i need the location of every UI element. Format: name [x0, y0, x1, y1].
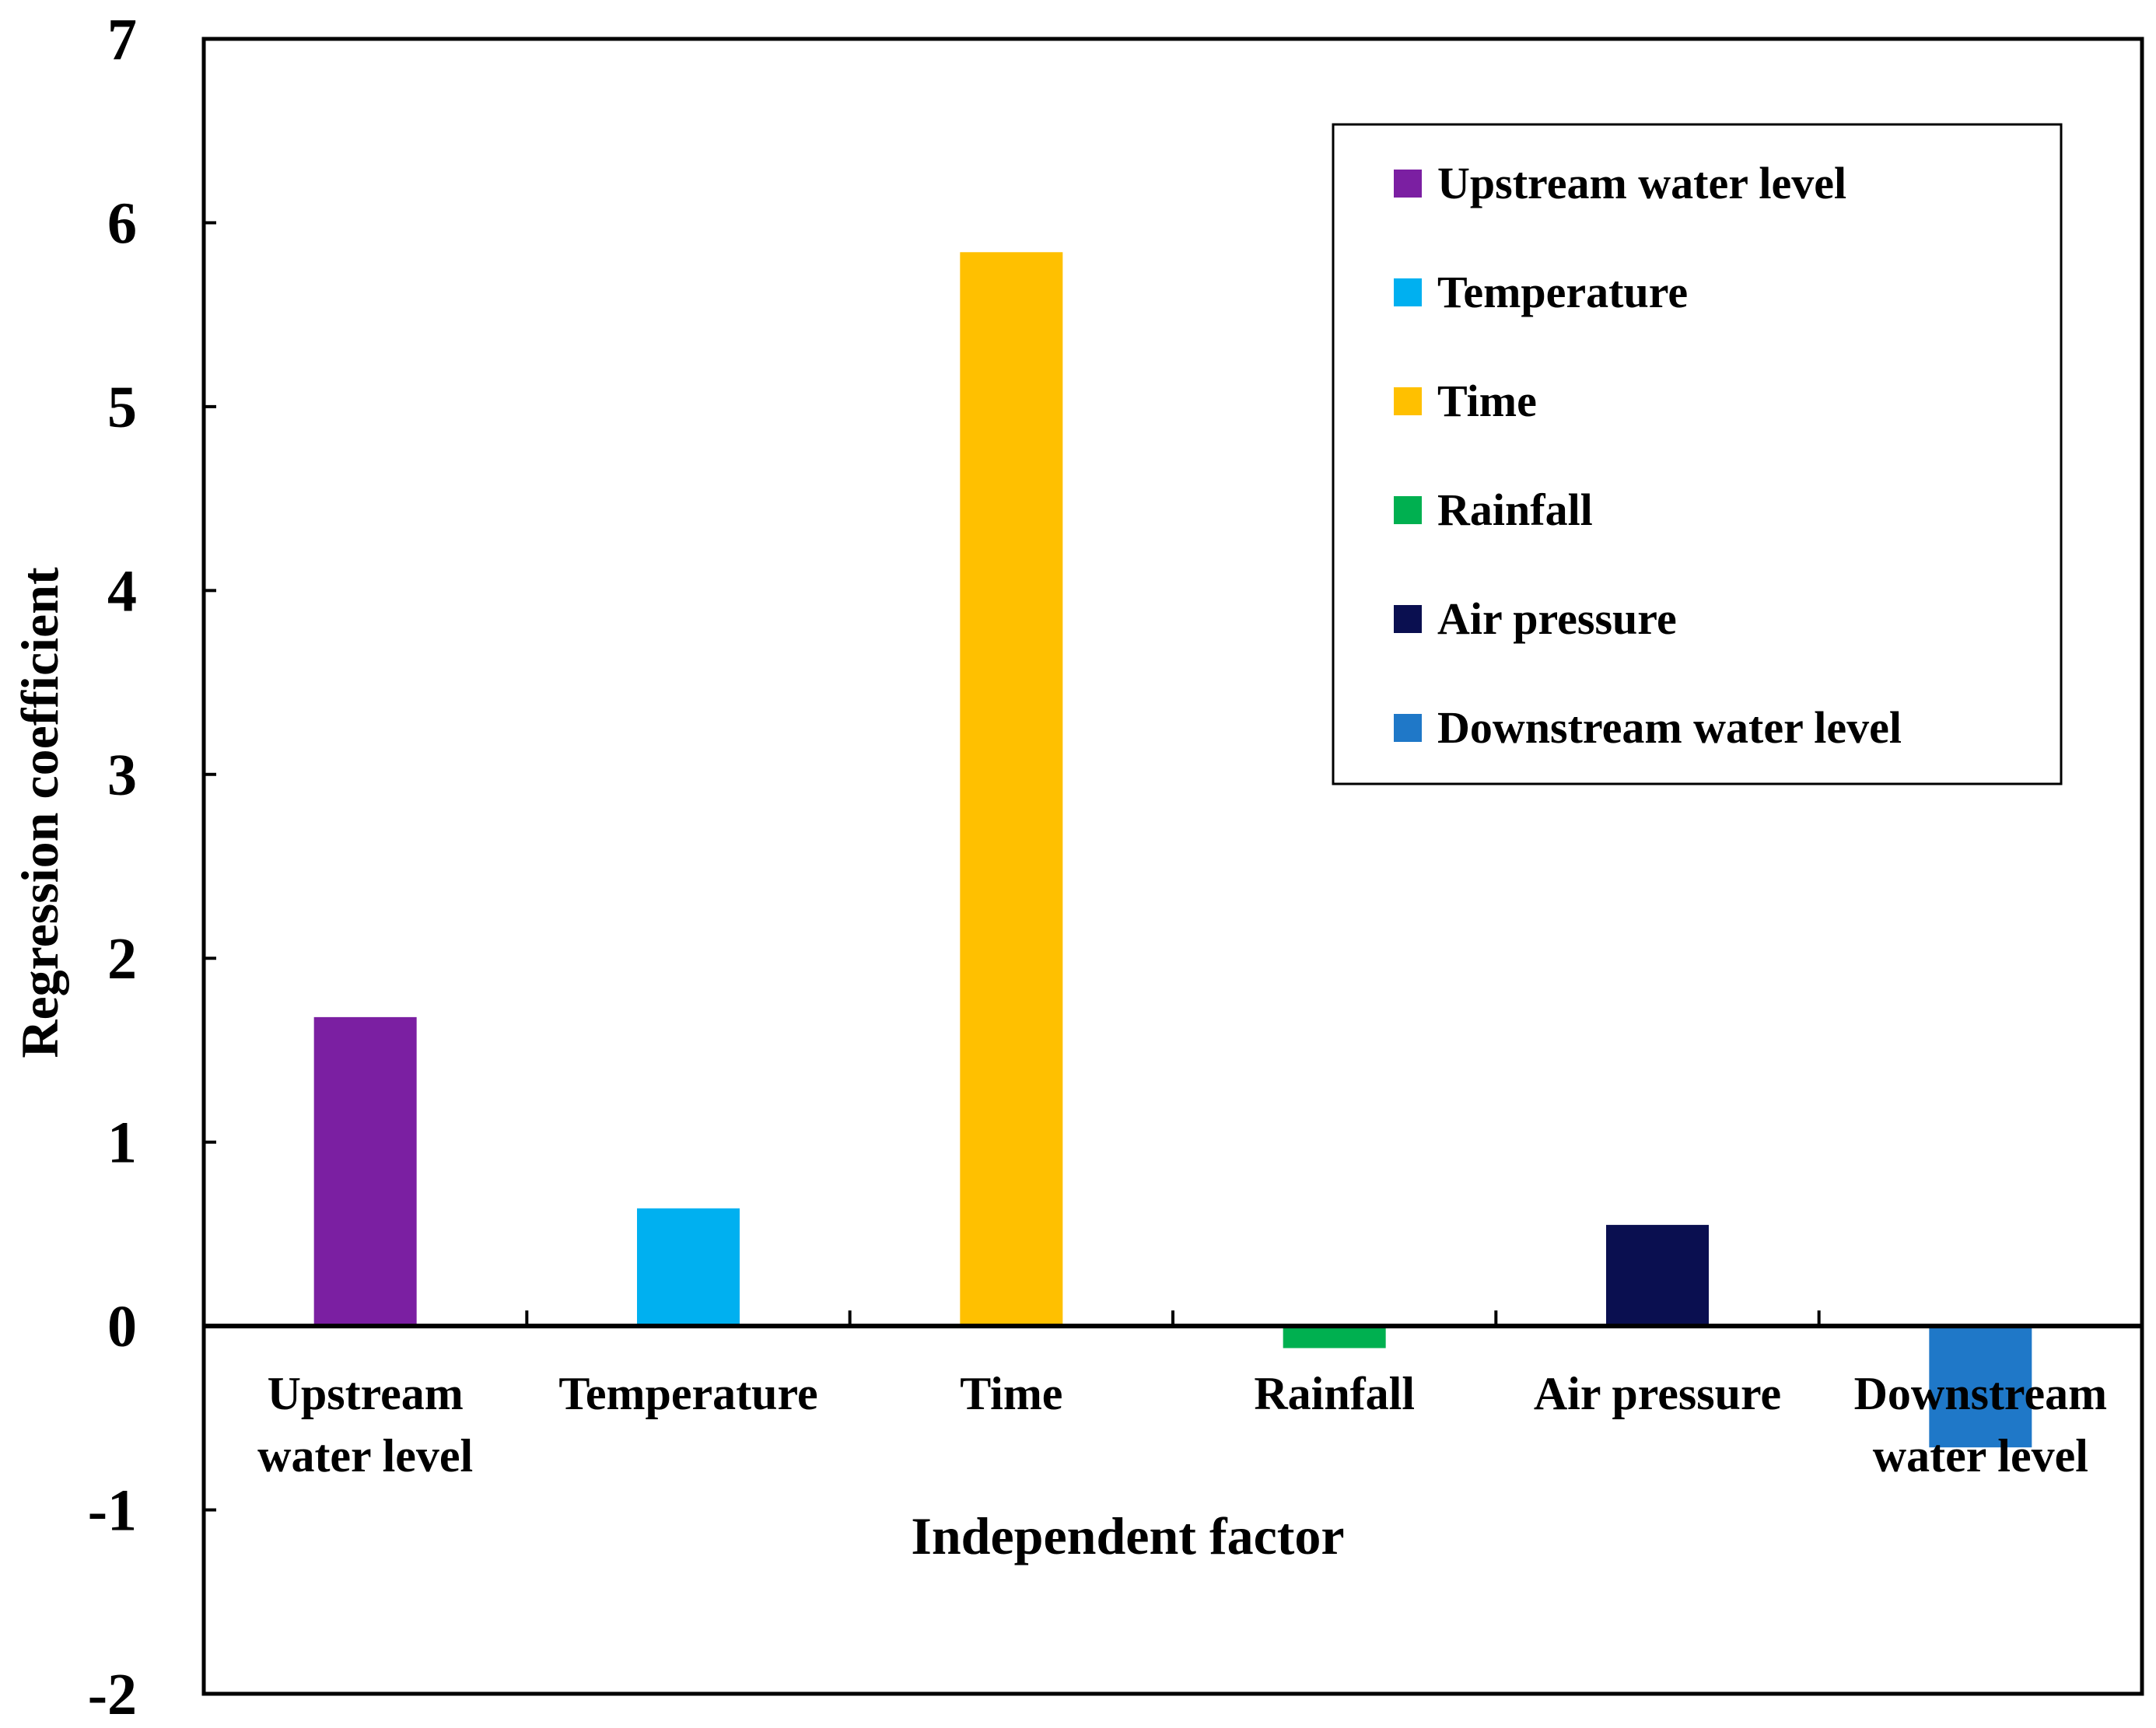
category-label: Air pressure	[1534, 1368, 1781, 1419]
y-tick-label: 1	[107, 1111, 137, 1176]
category-label: water level	[257, 1430, 473, 1481]
legend-box	[1332, 123, 2063, 785]
category-label: Time	[960, 1368, 1062, 1419]
bar	[1929, 1326, 2032, 1448]
legend-swatch	[1394, 714, 1422, 742]
legend-swatch	[1394, 278, 1422, 306]
legend-label: Upstream water level	[1437, 158, 1846, 208]
bar	[313, 1016, 417, 1327]
category-label: water level	[1873, 1430, 2088, 1481]
category-label: Upstream	[268, 1368, 464, 1419]
x-axis	[204, 1310, 2142, 1329]
legend-swatch	[1394, 496, 1422, 524]
legend-swatch	[1394, 605, 1422, 633]
legend-label: Downstream water level	[1437, 702, 1902, 753]
category-label: Rainfall	[1254, 1368, 1415, 1419]
bars	[313, 252, 2032, 1448]
legend-label: Rainfall	[1437, 484, 1593, 535]
legend-label: Air pressure	[1437, 593, 1677, 644]
legend-label: Time	[1437, 376, 1537, 426]
y-axis-ticks: -2 -1 0 1 2 3 4 5 6 7	[88, 7, 216, 1727]
y-tick-label: 7	[107, 7, 137, 72]
bar	[960, 252, 1063, 1327]
y-tick-label: 5	[107, 375, 137, 440]
legend-swatch	[1394, 170, 1422, 198]
y-tick-label: -1	[88, 1478, 137, 1544]
bar	[1606, 1225, 1709, 1327]
legend-swatch	[1394, 387, 1422, 415]
y-tick-label: 3	[107, 743, 137, 808]
legend-label: Temperature	[1437, 267, 1688, 317]
y-tick-label: 6	[107, 191, 137, 256]
category-label: Downstream	[1854, 1368, 2108, 1419]
category-label: Temperature	[558, 1368, 817, 1419]
y-tick-label: -2	[88, 1662, 137, 1727]
y-tick-label: 2	[107, 926, 137, 992]
y-tick-label: 0	[107, 1294, 137, 1359]
y-tick-label: 4	[107, 558, 137, 624]
y-axis-title: Regression coefficient	[10, 567, 69, 1058]
category-labels: Upstream water level Temperature Time Rainfa…	[257, 1368, 2107, 1481]
legend: Upstream water level Temperature Time Rainf…	[1332, 123, 2063, 785]
bar	[1283, 1326, 1386, 1348]
x-axis-title: Independent factor	[911, 1506, 1344, 1565]
plot-frame	[201, 37, 2144, 1696]
bar	[637, 1208, 740, 1327]
